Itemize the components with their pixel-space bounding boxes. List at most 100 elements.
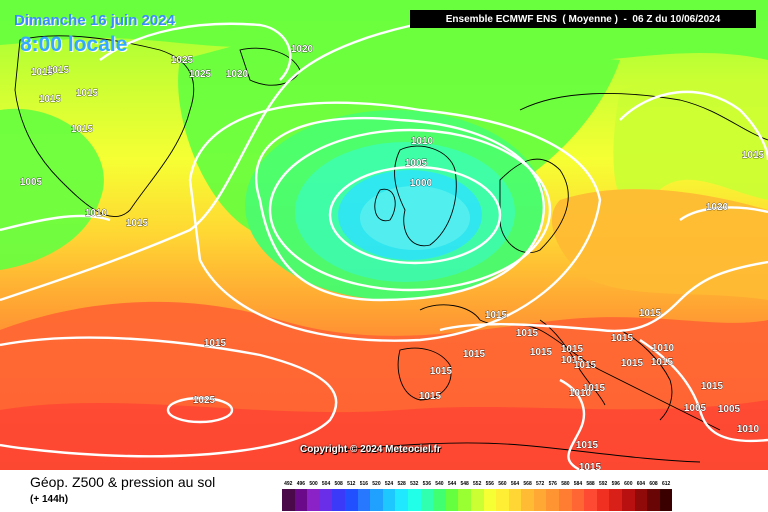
isobars <box>0 18 768 470</box>
scale-step: 496 <box>294 480 308 511</box>
scale-swatch <box>546 489 560 511</box>
scale-swatch <box>508 489 522 511</box>
isobar-label: 1025 <box>193 395 216 406</box>
isobar-label: 1015 <box>463 349 486 360</box>
isobar-label: 1015 <box>47 65 70 76</box>
isobar-label: 1015 <box>71 124 94 135</box>
scale-value: 544 <box>447 481 457 487</box>
scale-step: 588 <box>584 480 597 511</box>
scale-step: 544 <box>445 480 459 511</box>
scale-step: 552 <box>470 480 484 511</box>
isobar-label: 1015 <box>701 381 724 392</box>
isobar-label: 1010 <box>411 136 434 147</box>
scale-step: 572 <box>533 480 547 511</box>
scale-swatch <box>647 489 660 511</box>
scale-value: 556 <box>485 481 494 487</box>
scale-step: 532 <box>407 480 421 511</box>
scale-swatch <box>521 489 534 511</box>
scale-value: 540 <box>435 481 444 487</box>
scale-swatch <box>445 489 459 511</box>
scale-step: 512 <box>344 480 358 511</box>
scale-swatch <box>533 489 547 511</box>
scale-value: 516 <box>359 481 369 487</box>
isobar-label: 1015 <box>561 344 584 355</box>
scale-step: 536 <box>420 480 434 511</box>
scale-swatch <box>634 489 648 511</box>
scale-step: 612 <box>659 480 673 511</box>
scale-swatch <box>458 489 471 511</box>
scale-value: 496 <box>296 481 306 487</box>
isobar-label: 1025 <box>171 55 194 66</box>
isobar-label: 1015 <box>576 440 599 451</box>
scale-value: 548 <box>460 481 469 487</box>
isobar-label: 1005 <box>684 403 707 414</box>
scale-step: 560 <box>496 480 509 511</box>
isobar-label: 1015 <box>419 391 442 402</box>
scale-step: 516 <box>357 480 371 511</box>
scale-step: 504 <box>319 480 333 511</box>
scale-value: 512 <box>347 481 356 487</box>
isobar-label: 1020 <box>226 69 249 80</box>
scale-value: 552 <box>473 481 482 487</box>
isobar-label: 1015 <box>639 308 662 319</box>
scale-swatch <box>496 489 509 511</box>
color-scale: 492 496 500 504 508 512 516 520 524 528 532 536 540 5… <box>282 480 673 511</box>
isobar-label: 1015 <box>430 366 453 377</box>
scale-swatch <box>382 489 396 511</box>
scale-step: 568 <box>521 480 534 511</box>
scale-step: 500 <box>307 480 320 511</box>
forecast-date: Dimanche 16 juin 2024 <box>14 12 175 29</box>
scale-swatch <box>395 489 408 511</box>
scale-step: 548 <box>458 480 471 511</box>
scale-value: 604 <box>636 481 646 487</box>
scale-step: 564 <box>508 480 522 511</box>
isobar-label: 1015 <box>621 358 644 369</box>
scale-step: 576 <box>546 480 560 511</box>
isobar-label: 1005 <box>20 177 43 188</box>
isobar-label: 1005 <box>405 158 428 169</box>
scale-value: 532 <box>410 481 419 487</box>
copyright-notice: Copyright © 2024 Meteociel.fr <box>300 444 441 455</box>
scale-swatch <box>282 489 295 511</box>
scale-swatch <box>344 489 358 511</box>
isobar-label: 1015 <box>579 462 602 470</box>
scale-step: 592 <box>596 480 610 511</box>
scale-swatch <box>571 489 585 511</box>
scale-swatch <box>332 489 345 511</box>
scale-step: 528 <box>395 480 408 511</box>
model-run-banner: Ensemble ECMWF ENS ( Moyenne ) - 06 Z du… <box>410 10 756 28</box>
scale-swatch <box>319 489 333 511</box>
scale-swatch <box>357 489 371 511</box>
scale-swatch <box>370 489 383 511</box>
scale-value: 504 <box>321 481 331 487</box>
isobar-label: 1015 <box>583 383 606 394</box>
scale-value: 612 <box>661 481 671 487</box>
isobar-label: 1015 <box>204 338 227 349</box>
scale-value: 608 <box>649 481 658 487</box>
scale-step: 524 <box>382 480 396 511</box>
scale-swatch <box>433 489 446 511</box>
isobar-label: 1015 <box>126 218 149 229</box>
scale-value: 588 <box>586 481 595 487</box>
isobar-label: 1015 <box>31 67 54 78</box>
scale-swatch <box>559 489 572 511</box>
isobar-label: 1015 <box>611 333 634 344</box>
scale-step: 520 <box>370 480 383 511</box>
scale-value: 536 <box>422 481 431 487</box>
scale-swatch <box>596 489 610 511</box>
isobar-label: 1015 <box>561 355 584 366</box>
scale-swatch <box>659 489 673 511</box>
scale-value: 584 <box>573 481 583 487</box>
forecast-lead: (+ 144h) <box>30 494 69 505</box>
isobar-label: 1015 <box>516 328 539 339</box>
scale-swatch <box>470 489 484 511</box>
scale-swatch <box>622 489 635 511</box>
scale-step: 556 <box>483 480 497 511</box>
isobar-label: 1010 <box>652 343 675 354</box>
isobar-label: 1025 <box>189 69 212 80</box>
scale-value: 508 <box>334 481 343 487</box>
coastlines <box>14 35 768 463</box>
